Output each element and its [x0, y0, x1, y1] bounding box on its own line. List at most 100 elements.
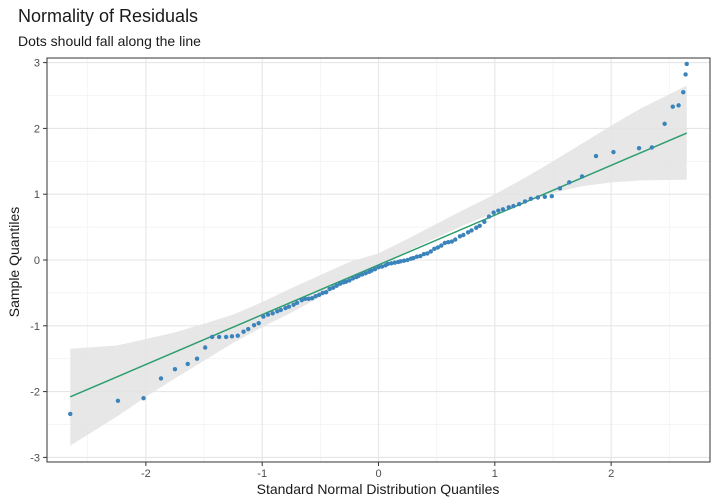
data-point	[411, 255, 416, 261]
data-point	[385, 261, 391, 267]
y-tick-label: 1	[34, 189, 40, 201]
y-axis-title: Sample Quantiles	[6, 207, 22, 318]
data-point	[275, 309, 280, 314]
data-point	[270, 311, 275, 316]
data-point	[522, 199, 528, 204]
x-tick-label: 2	[608, 468, 614, 480]
data-point	[363, 270, 368, 276]
y-tick-label: 0	[34, 255, 40, 267]
data-point	[291, 302, 296, 307]
data-point	[432, 246, 437, 252]
data-point	[303, 296, 308, 302]
data-point	[330, 285, 336, 290]
data-point	[593, 153, 599, 159]
data-point	[194, 356, 200, 361]
data-point	[202, 345, 208, 350]
data-point	[486, 214, 492, 219]
data-point	[428, 249, 434, 254]
data-point	[372, 267, 378, 272]
data-point	[457, 234, 463, 239]
data-point	[337, 281, 343, 286]
data-point	[418, 253, 423, 259]
data-point	[350, 276, 356, 281]
data-point	[216, 334, 222, 340]
y-tick-label: 3	[34, 58, 40, 70]
data-point	[229, 334, 235, 339]
data-point	[347, 278, 352, 283]
data-point	[316, 292, 322, 298]
data-point	[465, 230, 471, 235]
data-point	[261, 314, 266, 319]
y-axis-ticks: -3 -2 -1 0 1 2 3	[30, 58, 47, 464]
data-point	[506, 205, 511, 210]
data-point	[461, 232, 466, 238]
data-point	[223, 334, 229, 340]
data-points	[68, 61, 689, 417]
x-tick-label: -1	[257, 468, 267, 480]
data-point	[286, 304, 292, 309]
data-point	[414, 254, 420, 259]
data-point	[256, 320, 261, 326]
data-point	[241, 329, 246, 334]
data-point	[670, 104, 675, 109]
data-point	[141, 395, 146, 401]
data-point	[278, 307, 283, 313]
x-tick-label: 1	[492, 468, 498, 480]
x-tick-label: -2	[141, 468, 151, 480]
data-point	[676, 103, 681, 108]
data-point	[327, 286, 332, 292]
data-point	[491, 210, 496, 215]
data-point	[649, 145, 655, 150]
data-point	[356, 273, 361, 278]
data-point	[294, 300, 300, 305]
data-point	[251, 322, 257, 328]
data-point	[283, 305, 288, 311]
data-point	[684, 61, 689, 67]
chart-title: Normality of Residuals	[18, 6, 198, 26]
data-point	[320, 290, 325, 296]
data-point	[265, 312, 271, 317]
data-point	[636, 145, 642, 151]
x-axis-ticks: -2 -1 0 1 2	[141, 462, 614, 480]
data-point	[334, 283, 339, 288]
data-point	[376, 265, 381, 270]
data-point	[517, 201, 522, 207]
x-axis-title: Standard Normal Distribution Quantiles	[257, 481, 500, 497]
data-point	[401, 258, 407, 263]
data-point	[542, 194, 548, 200]
data-point	[435, 245, 441, 250]
data-point	[405, 257, 410, 263]
data-point	[310, 295, 315, 301]
major-gridlines	[47, 58, 710, 462]
data-point	[299, 297, 304, 303]
data-point	[442, 240, 447, 246]
data-point	[535, 195, 541, 200]
data-point	[496, 208, 501, 213]
data-point	[662, 121, 667, 126]
data-point	[185, 361, 190, 367]
data-point	[579, 174, 585, 179]
data-point	[115, 398, 121, 404]
data-point	[557, 186, 563, 191]
data-point	[323, 290, 329, 295]
data-point	[477, 223, 482, 228]
data-point	[343, 279, 349, 284]
data-point	[528, 196, 534, 202]
data-point	[474, 225, 479, 230]
data-point	[246, 326, 251, 332]
data-point	[235, 333, 240, 338]
data-point	[306, 296, 311, 302]
data-point	[209, 334, 215, 340]
chart-subtitle: Dots should fall along the line	[18, 33, 201, 49]
data-point	[500, 207, 506, 212]
data-point	[425, 251, 430, 256]
data-point	[398, 259, 403, 264]
data-point	[172, 367, 178, 372]
data-point	[379, 264, 385, 269]
x-tick-label: 0	[375, 468, 381, 480]
data-point	[421, 251, 427, 257]
data-point	[681, 90, 686, 95]
data-point	[389, 261, 394, 266]
y-tick-label: -2	[30, 387, 40, 399]
data-point	[369, 268, 374, 273]
